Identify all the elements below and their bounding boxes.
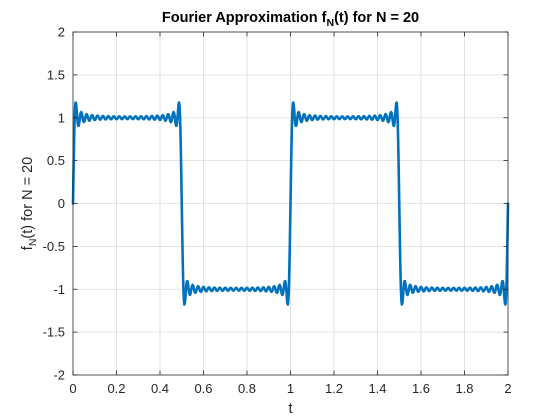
x-tick-label: 0 (69, 381, 76, 396)
y-tick-label: 1 (58, 110, 65, 125)
ticks (72, 31, 509, 376)
x-tick-label: 0.8 (238, 381, 256, 396)
x-tick-label: 2 (504, 381, 511, 396)
y-tick-label: 0 (58, 196, 65, 211)
y-tick-label: 2 (58, 25, 65, 40)
x-tick-label: 0.6 (194, 381, 212, 396)
y-tick-label: 1.5 (47, 67, 65, 82)
y-tick-label: -1 (53, 282, 65, 297)
x-tick-label: 0.2 (107, 381, 125, 396)
x-tick-label: 1.6 (412, 381, 430, 396)
x-tick-label: 1.4 (368, 381, 386, 396)
y-tick-label: 0.5 (47, 153, 65, 168)
series-line (71, 101, 510, 306)
series-layer (71, 101, 510, 306)
y-axis-label: fN(t) for N = 20 (20, 157, 39, 250)
chart-title: Fourier Approximation fN(t) for N = 20 (162, 10, 419, 29)
tick-labels: 0 0.2 0.4 0.6 0.8 1 1.2 1.4 1.6 1.8 2 -2 -1.5 -1 -0.5 0… (43, 25, 512, 397)
x-tick-label: 0.4 (151, 381, 169, 396)
y-tick-label: -2 (53, 368, 65, 383)
y-tick-label: -1.5 (43, 325, 65, 340)
x-tick-label: 1.2 (325, 381, 343, 396)
y-tick-label: -0.5 (43, 239, 65, 254)
x-tick-label: 1 (287, 381, 294, 396)
x-tick-label: 1.8 (455, 381, 473, 396)
x-axis-label: t (288, 401, 292, 417)
